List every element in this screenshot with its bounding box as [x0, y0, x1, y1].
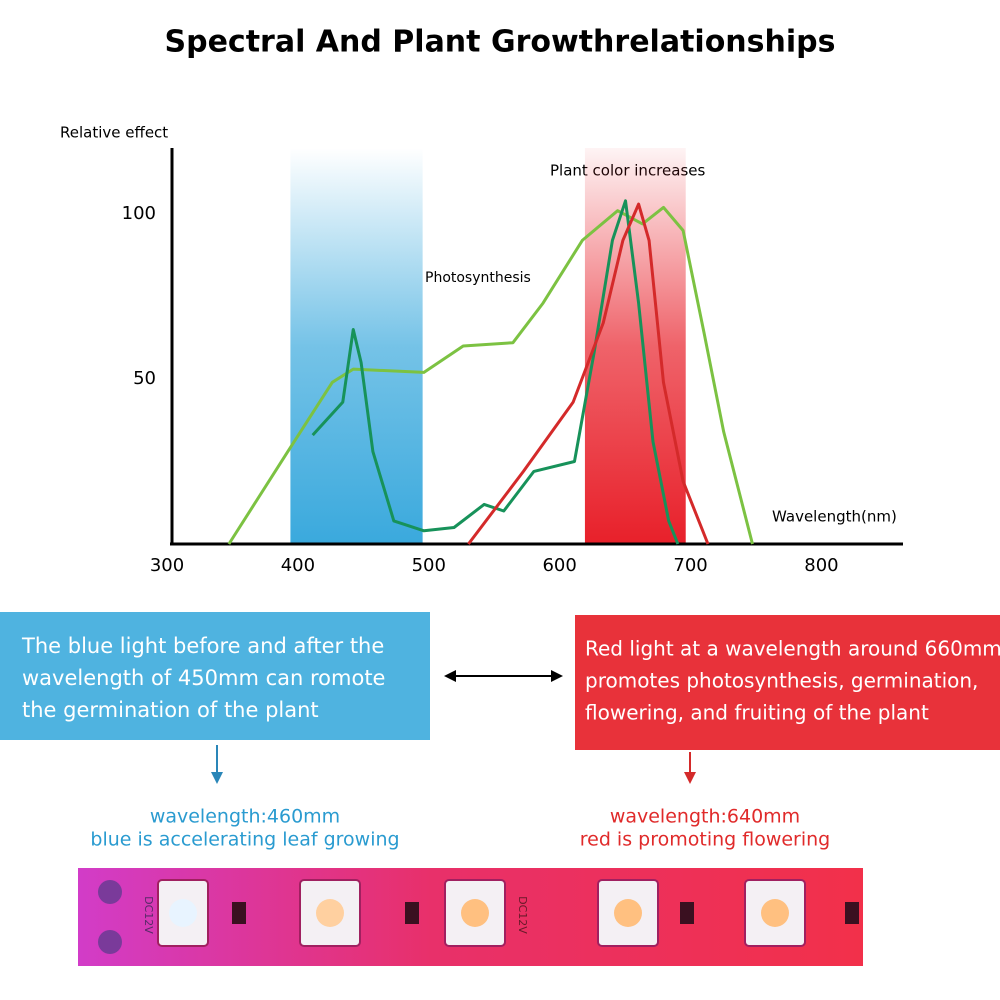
- red-effect: red is promoting flowering: [580, 829, 831, 851]
- double-arrow: [444, 670, 563, 682]
- y-tick-label: 50: [133, 368, 156, 389]
- band: [584, 148, 686, 544]
- strip-label: DC12V: [142, 896, 155, 934]
- blue-effect: blue is accelerating leaf growing: [90, 829, 399, 851]
- y-axis-label: Relative effect: [60, 124, 168, 142]
- blue-text: wavelength of 450mm can romote: [22, 666, 385, 690]
- blue-wavelength: wavelength:460mm: [150, 806, 340, 828]
- x-tick-label: 700: [673, 555, 707, 576]
- x-tick-label: 400: [281, 555, 315, 576]
- red-box: [575, 615, 1000, 750]
- blue-box: [0, 612, 430, 740]
- spectrum-line: [311, 199, 680, 545]
- x-tick-label: 500: [412, 555, 446, 576]
- x-tick-label: 800: [804, 555, 838, 576]
- x-axis-label: Wavelength(nm): [772, 508, 897, 526]
- x-tick-label: 600: [542, 555, 576, 576]
- strip-label: DC12V: [516, 896, 529, 934]
- red-text: Red light at a wavelength around 660mm: [585, 637, 1000, 661]
- red-text: flowering, and fruiting of the plant: [585, 701, 929, 725]
- chart-title: Spectral And Plant Growthrelationships: [164, 25, 835, 60]
- chart: Spectral And Plant Growthrelationships R…: [60, 25, 903, 576]
- blue-text: the germination of the plant: [22, 698, 319, 722]
- spectrum-line: [467, 202, 710, 545]
- red-wavelength: wavelength:640mm: [610, 806, 800, 828]
- spectrum-line: [227, 205, 754, 545]
- annotation: Photosynthesis: [425, 270, 531, 286]
- led-strip: DC12V DC12V: [78, 868, 863, 966]
- x-tick-label: 300: [150, 555, 184, 576]
- down-arrow: [211, 745, 696, 784]
- red-text: promotes photosynthesis, germination,: [585, 669, 978, 693]
- blue-text: The blue light before and after the: [21, 634, 384, 658]
- y-tick-label: 100: [122, 203, 156, 224]
